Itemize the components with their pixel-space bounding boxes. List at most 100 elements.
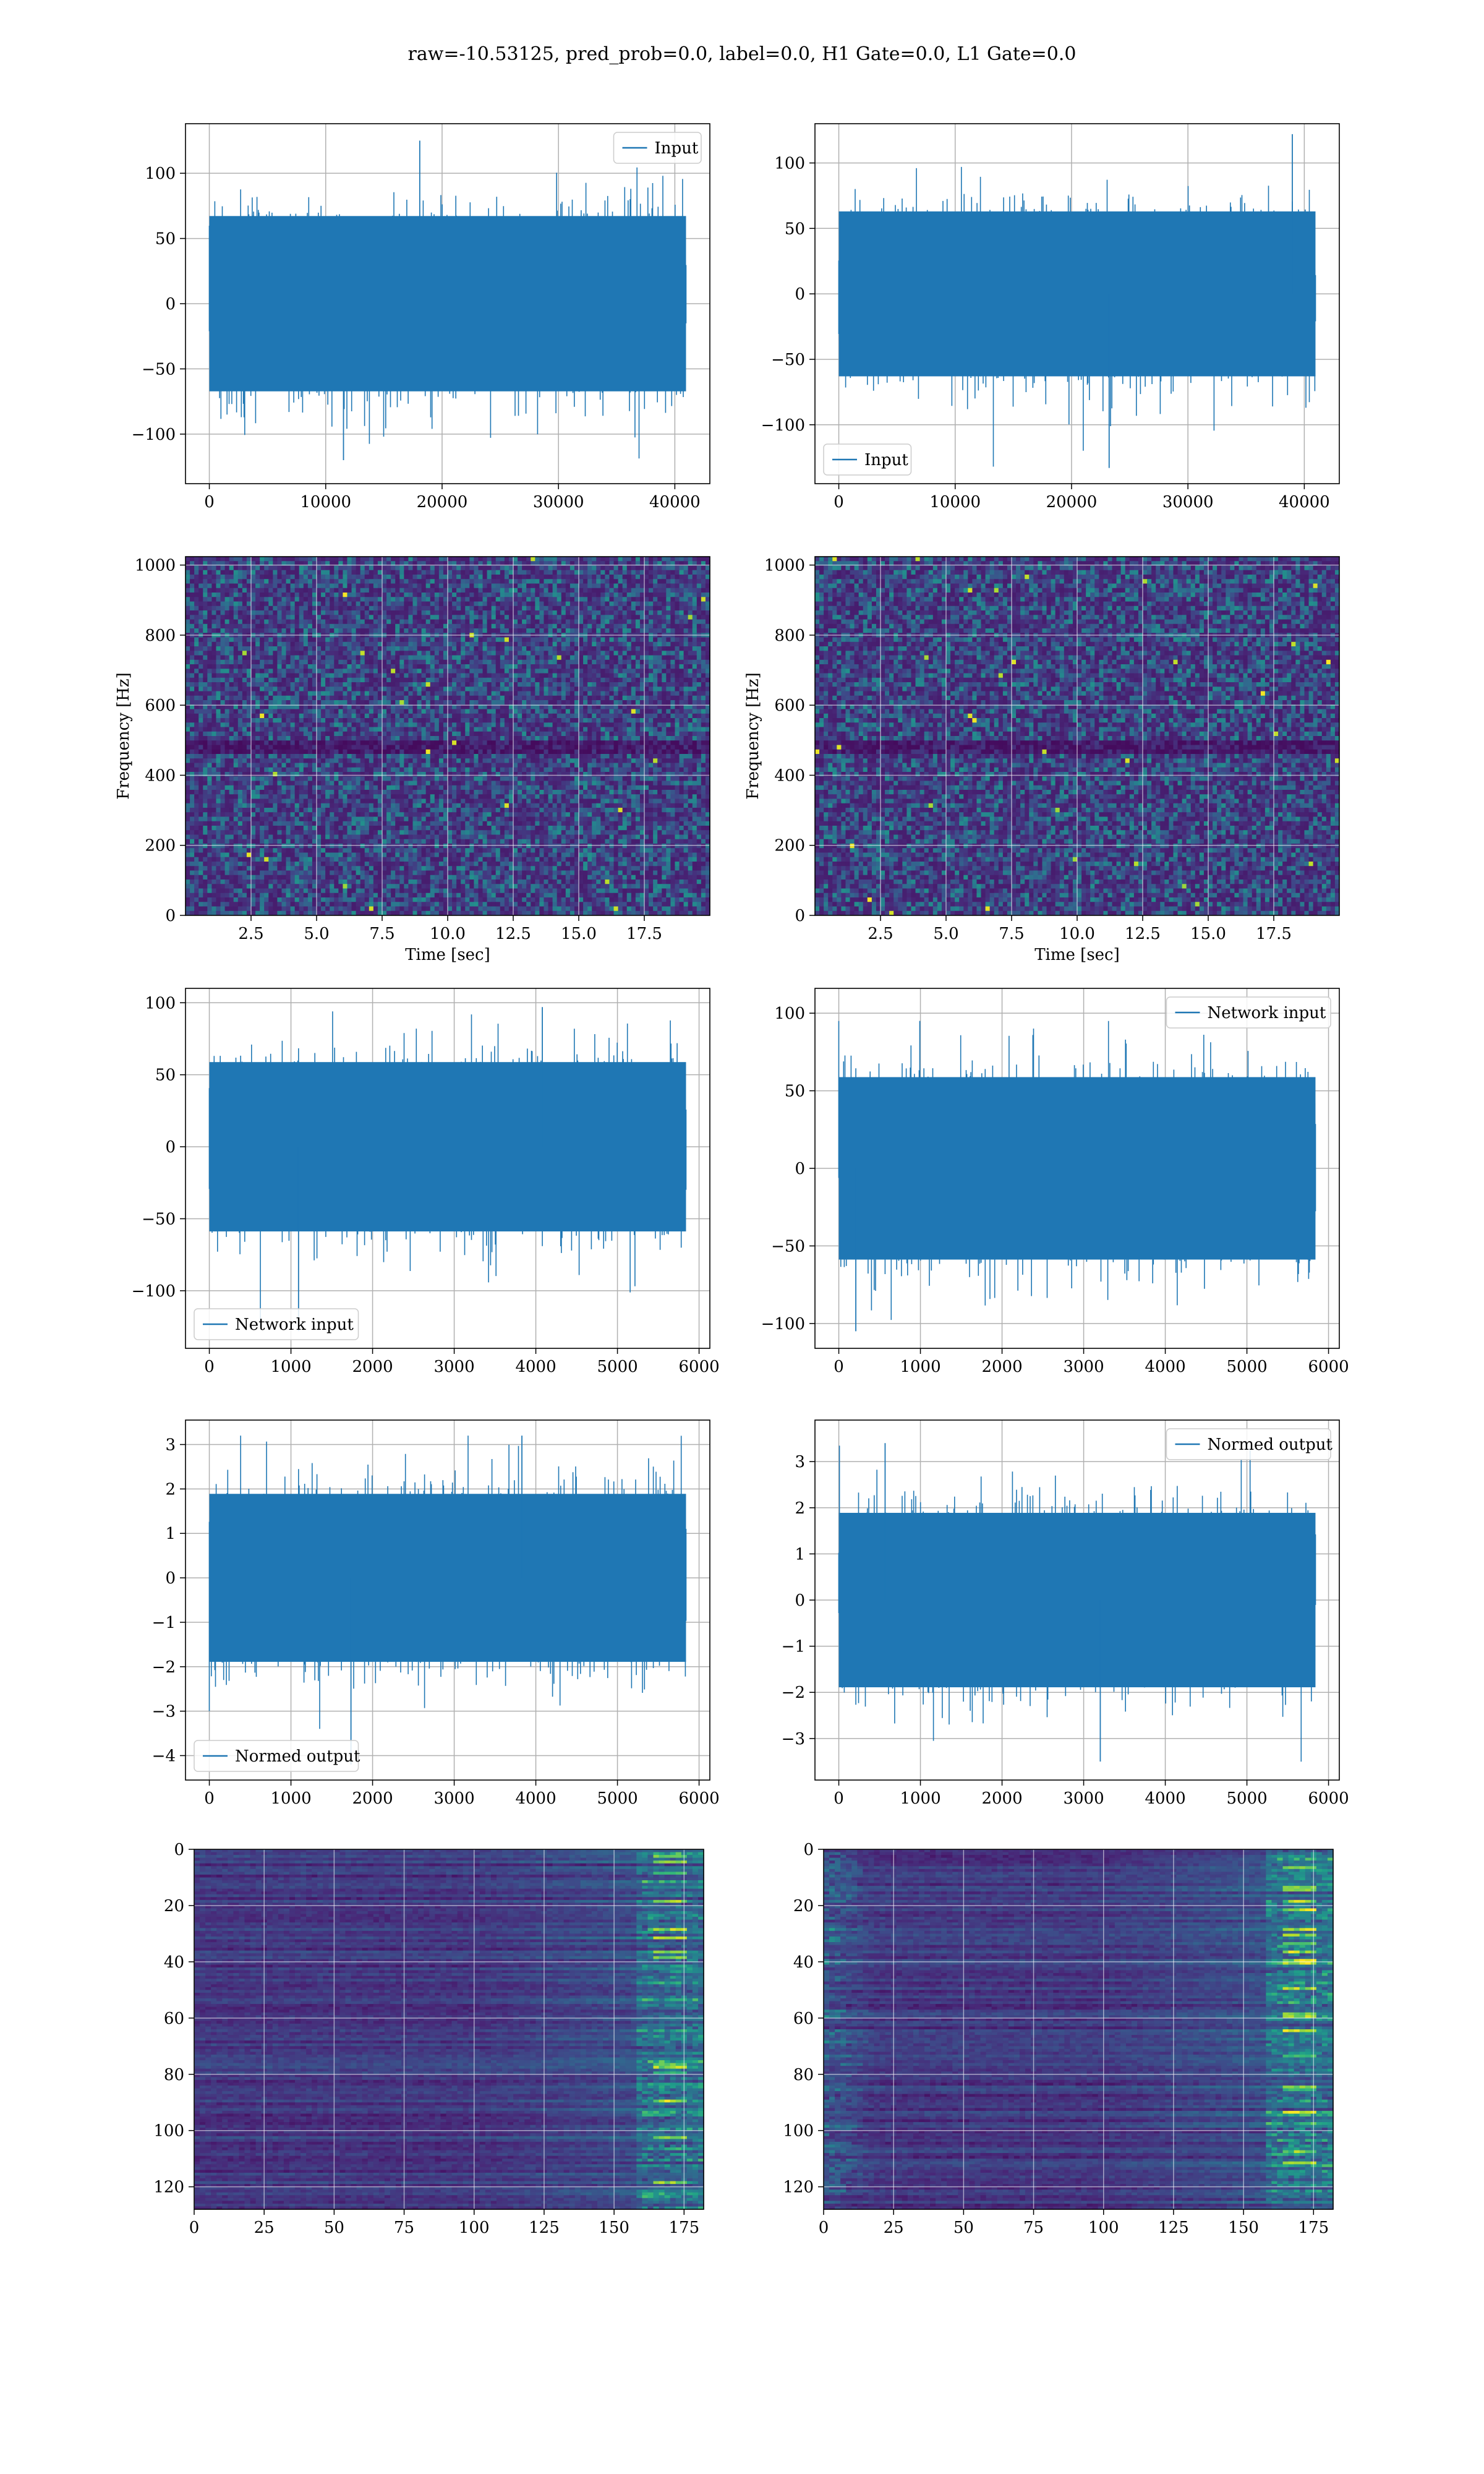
heatmap-cell — [404, 579, 409, 584]
heatmap-cell — [505, 579, 510, 584]
heatmap-cell — [325, 579, 330, 584]
heatmap-cell — [304, 570, 309, 575]
heatmap-cell — [636, 566, 641, 571]
heatmap-cell — [417, 566, 422, 571]
heatmap-cell — [216, 570, 221, 575]
heatmap-cell — [496, 566, 501, 571]
heatmap-cell — [382, 570, 387, 575]
heatmap-cell — [596, 579, 601, 584]
heatmap-cell — [251, 579, 256, 584]
heatmap-cell — [386, 575, 391, 580]
heatmap-cell — [360, 575, 365, 580]
heatmap-cell — [653, 575, 658, 580]
heatmap-cell — [474, 570, 479, 575]
heatmap-cell — [492, 566, 497, 571]
heatmap-cell — [352, 570, 357, 575]
heatmap-cell — [697, 575, 702, 580]
heatmap-cell — [295, 579, 300, 584]
heatmap-cell — [513, 579, 518, 584]
figure-canvas: 0 10000 20000 30000 40000−100−50050100Input0… — [0, 0, 1484, 2474]
heatmap-cell — [605, 557, 610, 562]
heatmap-cell — [268, 579, 273, 584]
heatmap-cell — [373, 579, 378, 584]
heatmap-cell — [211, 575, 216, 580]
heatmap-cell — [600, 570, 605, 575]
heatmap-cell — [469, 566, 474, 571]
x-tick-label: 0 — [204, 493, 215, 511]
heatmap-cell — [697, 557, 702, 562]
heatmap-cell — [596, 557, 601, 562]
heatmap-cell — [518, 570, 522, 575]
heatmap-cell — [325, 566, 330, 571]
heatmap-cell — [618, 566, 623, 571]
heatmap-cell — [461, 579, 466, 584]
heatmap-cell — [666, 575, 671, 580]
heatmap-cell — [553, 575, 558, 580]
heatmap-cell — [308, 579, 313, 584]
heatmap-cell — [242, 557, 247, 562]
heatmap-cell — [649, 575, 654, 580]
heatmap-cell — [596, 575, 601, 580]
heatmap-cell — [317, 557, 322, 562]
heatmap-cell — [317, 575, 322, 580]
heatmap-cell — [583, 570, 588, 575]
heatmap-cell — [264, 566, 269, 571]
heatmap-cell — [623, 570, 628, 575]
heatmap-cell — [198, 570, 203, 575]
heatmap-cell — [330, 557, 335, 562]
heatmap-cell — [435, 557, 440, 562]
heatmap-cell — [422, 557, 427, 562]
heatmap-cell — [347, 557, 352, 562]
heatmap-cell — [221, 575, 226, 580]
y-tick-label: −100 — [132, 426, 176, 444]
heatmap-cell — [291, 566, 296, 571]
heatmap-cell — [369, 579, 374, 584]
heatmap-cell — [260, 579, 265, 584]
legend: Input — [824, 444, 911, 475]
heatmap-cell — [670, 557, 675, 562]
heatmap-cell — [343, 579, 348, 584]
heatmap-cell — [631, 575, 636, 580]
series-core — [839, 212, 1316, 377]
heatmap-cell — [526, 566, 531, 571]
heatmap-cell — [317, 579, 322, 584]
heatmap-cell — [352, 566, 357, 571]
heatmap-cell — [670, 566, 675, 571]
heatmap-cell — [587, 566, 592, 571]
heatmap-cell — [325, 575, 330, 580]
heatmap-cell — [452, 566, 457, 571]
heatmap-cell — [207, 570, 212, 575]
heatmap-cell — [583, 557, 588, 562]
heatmap-cell — [553, 570, 558, 575]
heatmap-cell — [221, 579, 226, 584]
heatmap-cell — [566, 579, 571, 584]
heatmap-cell — [281, 575, 286, 580]
heatmap-cell — [636, 575, 641, 580]
heatmap-cell — [636, 557, 641, 562]
heatmap-cell — [234, 570, 239, 575]
heatmap-cell — [325, 570, 330, 575]
heatmap-cell — [268, 557, 273, 562]
heatmap-cell — [587, 570, 592, 575]
heatmap-cell — [347, 570, 352, 575]
heatmap-cell — [487, 566, 492, 571]
heatmap-cell — [579, 566, 584, 571]
heatmap-cell — [570, 566, 575, 571]
heatmap-cell — [526, 579, 531, 584]
heatmap-cell — [448, 579, 453, 584]
heatmap-cell — [474, 566, 479, 571]
heatmap-cell — [561, 579, 566, 584]
heatmap-cell — [391, 566, 396, 571]
legend-label: Input — [655, 139, 699, 158]
heatmap-cell — [657, 570, 662, 575]
heatmap-cell — [505, 575, 510, 580]
heatmap-cell — [592, 575, 597, 580]
heatmap-cell — [680, 570, 684, 575]
heatmap-cell — [435, 566, 440, 571]
heatmap-cell — [566, 557, 571, 562]
heatmap-cell — [211, 579, 216, 584]
heatmap-cell — [653, 557, 658, 562]
heatmap-cell — [535, 570, 540, 575]
heatmap-cell — [369, 566, 374, 571]
heatmap-cell — [229, 557, 234, 562]
